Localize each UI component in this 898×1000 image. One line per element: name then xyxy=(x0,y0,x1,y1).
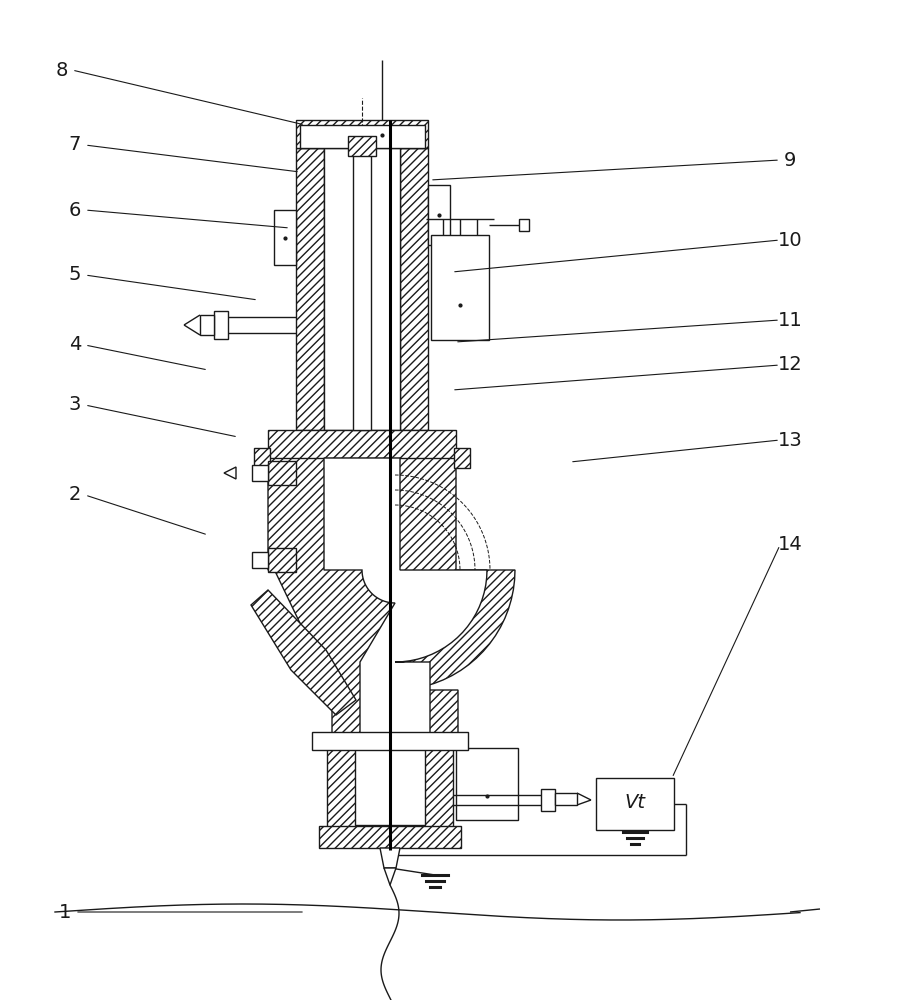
Bar xyxy=(268,430,456,458)
Bar xyxy=(268,548,296,572)
Text: 13: 13 xyxy=(778,430,803,450)
Bar xyxy=(200,315,214,335)
Bar xyxy=(319,826,461,848)
Polygon shape xyxy=(324,458,487,750)
Bar xyxy=(541,789,555,811)
Bar xyxy=(400,148,428,430)
Bar xyxy=(254,448,270,468)
Bar xyxy=(327,745,453,830)
Bar xyxy=(353,138,371,430)
Text: 8: 8 xyxy=(56,60,68,80)
Polygon shape xyxy=(384,868,396,885)
Polygon shape xyxy=(251,590,356,715)
Text: 1: 1 xyxy=(58,902,71,922)
Polygon shape xyxy=(268,458,515,750)
Bar xyxy=(296,120,428,148)
Bar xyxy=(456,748,518,820)
Bar xyxy=(431,235,489,340)
Bar xyxy=(355,745,425,825)
Text: 9: 9 xyxy=(784,150,797,169)
Bar xyxy=(348,136,376,156)
Bar xyxy=(274,210,296,265)
Text: 4: 4 xyxy=(69,336,81,355)
Text: 5: 5 xyxy=(69,265,81,284)
Bar xyxy=(454,448,470,468)
Bar xyxy=(596,778,674,830)
Bar xyxy=(555,793,577,805)
Text: 14: 14 xyxy=(778,536,803,554)
Bar xyxy=(252,552,268,568)
Text: 10: 10 xyxy=(778,231,802,249)
Text: 11: 11 xyxy=(778,310,803,330)
Bar xyxy=(300,125,425,148)
Text: Vt: Vt xyxy=(624,792,646,812)
Bar xyxy=(268,461,296,485)
Polygon shape xyxy=(380,848,400,868)
Text: 7: 7 xyxy=(69,135,81,154)
Bar xyxy=(324,148,400,430)
Bar xyxy=(312,732,468,750)
Bar xyxy=(252,465,268,481)
Polygon shape xyxy=(224,467,236,479)
Bar xyxy=(214,311,228,339)
Text: 2: 2 xyxy=(69,486,81,504)
Bar xyxy=(296,148,324,430)
Text: 3: 3 xyxy=(69,395,81,414)
Text: 6: 6 xyxy=(69,200,81,220)
Bar xyxy=(519,219,529,231)
Bar xyxy=(428,185,450,245)
Text: 12: 12 xyxy=(778,356,803,374)
